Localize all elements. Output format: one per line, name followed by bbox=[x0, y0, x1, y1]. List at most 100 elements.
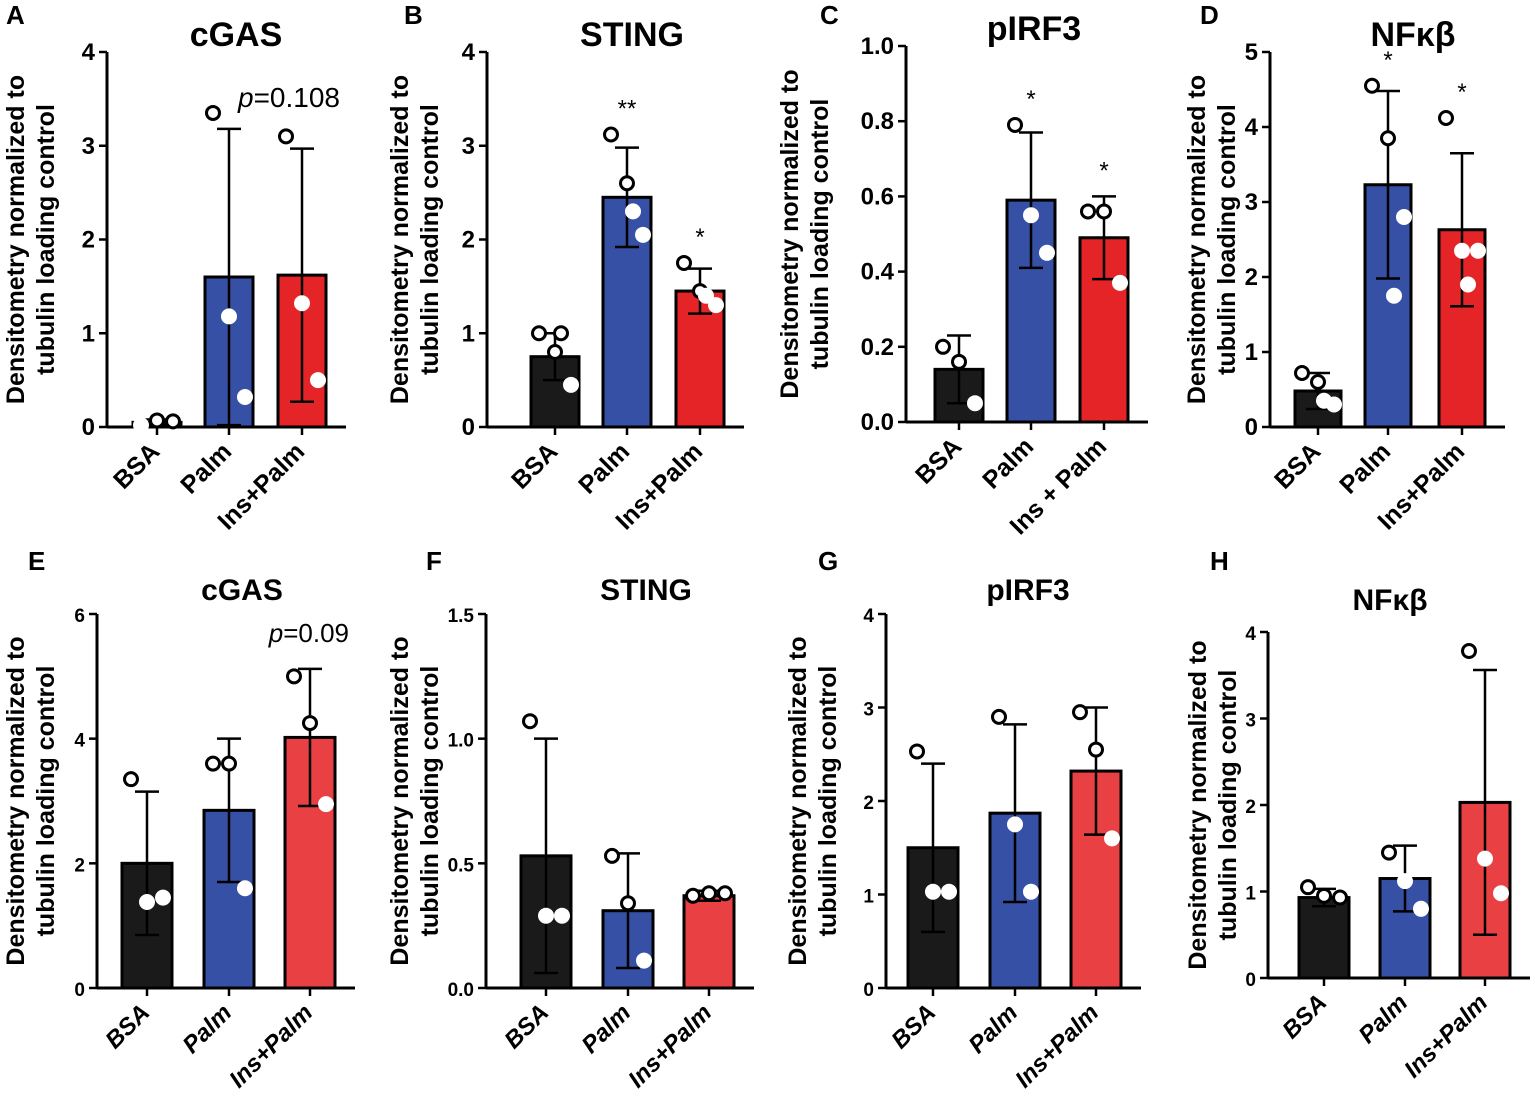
data-point bbox=[625, 203, 641, 220]
data-point bbox=[310, 372, 326, 389]
data-point bbox=[1104, 830, 1120, 847]
data-point bbox=[1397, 873, 1413, 890]
data-point bbox=[139, 893, 155, 910]
y-tick-label: 6 bbox=[74, 606, 85, 627]
y-tick-label: 1 bbox=[863, 887, 874, 908]
data-point bbox=[205, 104, 221, 121]
data-point bbox=[1072, 704, 1088, 721]
data-point bbox=[1381, 844, 1397, 861]
x-category-label: Palm bbox=[577, 999, 637, 1059]
x-category-label: Palm bbox=[1354, 989, 1414, 1049]
data-point bbox=[302, 715, 318, 732]
y-axis-label-line2: tubulin loading control bbox=[416, 666, 444, 937]
y-tick-label: 0.0 bbox=[861, 409, 894, 436]
data-point bbox=[1461, 643, 1477, 660]
data-point bbox=[155, 889, 171, 906]
panel-letter: G bbox=[818, 546, 838, 576]
data-point bbox=[1310, 374, 1326, 390]
panel-letter: E bbox=[28, 546, 45, 576]
y-tick-label: 4 bbox=[863, 606, 874, 627]
x-category-label: BSA bbox=[1269, 437, 1326, 494]
data-point bbox=[1332, 889, 1348, 906]
y-tick-label: 2 bbox=[462, 227, 475, 254]
y-tick-label: 2 bbox=[82, 227, 95, 254]
y-tick-label: 3 bbox=[462, 133, 475, 160]
y-tick-label: 3 bbox=[82, 133, 95, 160]
data-point bbox=[909, 743, 925, 760]
y-axis-label: Densitometry normalized totubulin loadin… bbox=[2, 636, 60, 965]
data-point bbox=[165, 413, 181, 430]
y-tick-label: 4 bbox=[462, 39, 476, 66]
y-tick-label: 1 bbox=[1245, 884, 1256, 905]
data-point bbox=[221, 755, 237, 772]
data-point bbox=[708, 297, 724, 314]
y-tick-label: 2 bbox=[74, 855, 85, 876]
data-point bbox=[1380, 130, 1396, 147]
data-point bbox=[1316, 392, 1332, 409]
data-point bbox=[1096, 203, 1112, 220]
panel-letter: A bbox=[6, 0, 25, 30]
data-point bbox=[1316, 887, 1332, 904]
data-point bbox=[531, 325, 547, 342]
y-axis-label-line2: tubulin loading control bbox=[806, 99, 834, 370]
data-point bbox=[294, 295, 310, 312]
chart-title: STING bbox=[580, 16, 684, 54]
y-tick-label: 3 bbox=[863, 700, 874, 721]
bar-bsa bbox=[1297, 896, 1351, 980]
data-point bbox=[221, 308, 237, 325]
data-point bbox=[1294, 365, 1310, 381]
x-category-label: Ins+Palm bbox=[1399, 989, 1493, 1083]
x-category-label: Ins+Palm bbox=[1010, 999, 1104, 1093]
y-axis-label-line2: tubulin loading control bbox=[1214, 670, 1242, 941]
y-tick-label: 0 bbox=[1245, 970, 1256, 991]
y-axis-label: Densitometry normalized totubulin loadin… bbox=[2, 75, 60, 404]
y-axis-label: Densitometry normalized totubulin loadin… bbox=[386, 636, 444, 965]
y-tick-label: 3 bbox=[1245, 711, 1256, 732]
y-tick-label: 5 bbox=[1245, 39, 1258, 66]
bar-ins-palm bbox=[682, 894, 736, 990]
x-category-label: Ins+Palm bbox=[623, 999, 717, 1093]
y-tick-label: 2 bbox=[1245, 264, 1258, 291]
chart-title: STING bbox=[600, 574, 692, 607]
y-axis-label: Densitometry normalized totubulin loadin… bbox=[1183, 75, 1241, 404]
y-tick-label: 0.6 bbox=[861, 183, 894, 210]
data-point bbox=[278, 128, 294, 145]
y-axis-label-line2: tubulin loading control bbox=[416, 104, 444, 375]
y-axis-label: Densitometry normalized totubulin loadin… bbox=[1184, 640, 1242, 969]
data-point bbox=[1023, 883, 1039, 900]
data-point bbox=[205, 755, 221, 772]
y-tick-label: 0.8 bbox=[861, 108, 894, 135]
y-axis-label: Densitometry normalized totubulin loadin… bbox=[386, 75, 444, 404]
p-value-annotation: p=0.09 bbox=[268, 618, 349, 648]
y-tick-label: 1.5 bbox=[448, 606, 475, 627]
y-tick-label: 0 bbox=[462, 414, 475, 441]
x-category-label: Palm bbox=[573, 437, 635, 499]
chart-title: pIRF3 bbox=[987, 10, 1081, 48]
y-tick-label: 4 bbox=[1245, 624, 1256, 645]
data-point bbox=[717, 885, 733, 902]
data-point bbox=[1460, 276, 1476, 293]
y-axis-label-line2: tubulin loading control bbox=[814, 666, 842, 937]
y-axis-label-line1: Densitometry normalized to bbox=[1184, 640, 1212, 969]
chart-title: cGAS bbox=[201, 574, 283, 607]
data-point bbox=[123, 771, 139, 788]
bar-ins-palm bbox=[1069, 769, 1123, 990]
y-tick-label: 4 bbox=[1245, 114, 1259, 141]
y-axis-label-line2: tubulin loading control bbox=[32, 104, 60, 375]
y-axis-label-line1: Densitometry normalized to bbox=[776, 69, 804, 398]
data-point bbox=[698, 287, 714, 304]
y-tick-label: 1 bbox=[1245, 339, 1258, 366]
y-tick-label: 0 bbox=[74, 980, 85, 1001]
chart-title: NFκβ bbox=[1352, 584, 1427, 617]
significance-stars: * bbox=[1026, 86, 1035, 113]
y-axis-label-line1: Densitometry normalized to bbox=[1183, 75, 1211, 404]
x-category-label: Palm bbox=[178, 999, 238, 1059]
significance-stars: * bbox=[1383, 47, 1392, 74]
y-tick-label: 4 bbox=[82, 39, 96, 66]
x-category-label: BSA bbox=[910, 432, 967, 489]
data-point bbox=[1039, 244, 1055, 261]
panel-D: D NFκβ Densitometry normalized totubulin l… bbox=[1183, 0, 1505, 535]
